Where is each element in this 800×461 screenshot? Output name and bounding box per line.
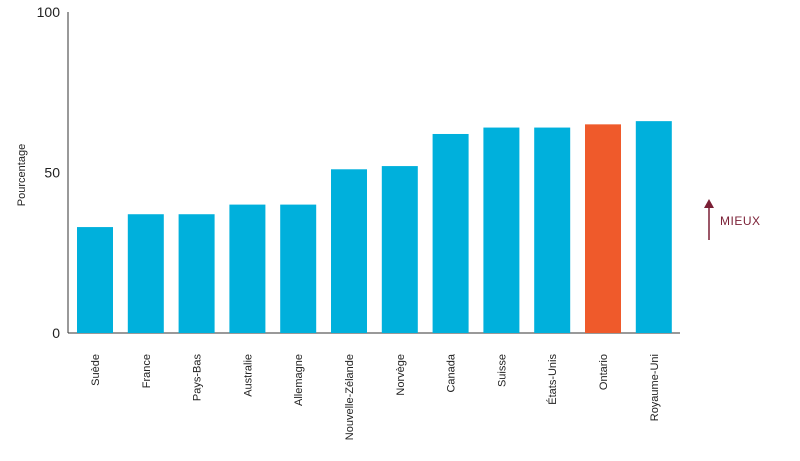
bar	[534, 127, 571, 333]
x-category-label: Nouvelle-Zélande	[344, 354, 356, 440]
x-category-label: Suède	[90, 354, 102, 386]
bar	[178, 214, 215, 333]
bar	[381, 166, 418, 333]
x-category-label: Norvège	[395, 354, 407, 396]
category-labels: Suède France Pays-Bas Australie Allemagne Nou…	[90, 353, 661, 440]
x-category-label: Australie	[242, 354, 254, 397]
y-tick-label: 100	[37, 4, 61, 20]
bars	[77, 121, 672, 333]
bar	[127, 214, 164, 333]
x-category-label: Suisse	[496, 354, 508, 387]
x-category-label: Canada	[446, 353, 458, 392]
bar	[432, 133, 469, 333]
bar	[585, 124, 621, 333]
x-category-label: Pays-Bas	[192, 354, 204, 402]
x-category-label: États-Unis	[546, 354, 559, 405]
arrow-up-icon	[704, 199, 714, 208]
y-axis-title: Pourcentage	[16, 144, 28, 206]
bar	[331, 169, 367, 333]
x-category-label: Allemagne	[293, 354, 305, 406]
bar	[635, 121, 672, 333]
x-category-label: Royaume-Uni	[649, 354, 661, 421]
mieux-annotation: MIEUX	[704, 199, 761, 240]
bar	[77, 227, 113, 333]
y-tick-labels: 0 50 100	[37, 4, 61, 341]
bar	[229, 204, 266, 333]
mieux-label: MIEUX	[720, 214, 761, 228]
y-tick-label: 0	[52, 325, 60, 341]
x-category-label: Ontario	[598, 354, 610, 390]
x-category-label: France	[141, 354, 153, 388]
bar	[280, 204, 317, 333]
y-tick-label: 50	[44, 165, 60, 181]
bar	[483, 127, 520, 333]
